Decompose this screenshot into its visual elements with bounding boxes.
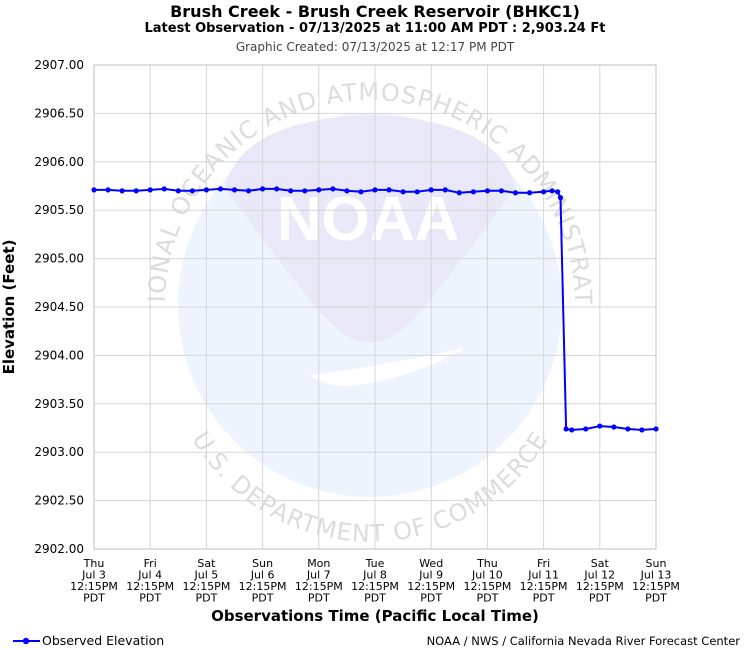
x-tick-label: Sat Jul 5 12:15PM PDT	[182, 557, 230, 605]
grid	[93, 64, 657, 550]
data-point	[147, 187, 153, 193]
x-tick-label: Fri Jul 4 12:15PM PDT	[126, 557, 174, 605]
credit-text: NOAA / NWS / California Nevada River For…	[426, 634, 740, 648]
data-point	[189, 188, 195, 194]
x-tick-label: Wed Jul 9 12:15PM PDT	[407, 557, 455, 605]
data-point	[400, 189, 406, 195]
y-tick-label: 2905.00	[34, 252, 84, 266]
y-tick-label: 2902.50	[34, 494, 84, 508]
data-point	[344, 188, 350, 194]
data-point	[555, 189, 561, 195]
noaa-watermark: NOAA NATIONAL OCEANIC AND ATMOSPHERIC AD…	[0, 0, 596, 548]
x-tick-label: Thu Jul 3 12:15PM PDT	[70, 557, 118, 605]
data-point	[653, 426, 659, 432]
data-point	[498, 188, 505, 194]
data-point	[549, 188, 555, 194]
x-tick-label: Thu Jul 10 12:15PM PDT	[463, 557, 511, 605]
y-axis: 2907.00 2906.50 2906.00 2905.50 2905.00 2904.…	[34, 58, 84, 556]
data-point	[231, 187, 238, 193]
latest-observation: Latest Observation - 07/13/2025 at 11:00…	[144, 21, 606, 36]
data-point	[274, 186, 280, 192]
data-point	[597, 423, 603, 429]
data-point	[358, 189, 364, 195]
x-axis-title: Observations Time (Pacific Local Time)	[211, 607, 539, 625]
data-point	[175, 188, 181, 194]
x-tick-label: Sun Jul 13 12:15PM PDT	[632, 557, 680, 605]
data-point	[470, 189, 476, 195]
data-point	[161, 186, 167, 192]
x-tick-label: Sat Jul 12 12:15PM PDT	[576, 557, 624, 605]
y-tick-label: 2904.50	[34, 300, 84, 314]
chart-title: Brush Creek - Brush Creek Reservoir (BHK…	[170, 2, 580, 21]
data-point	[386, 187, 392, 193]
data-point	[217, 186, 224, 192]
y-tick-label: 2903.50	[34, 397, 84, 411]
data-point	[203, 187, 209, 193]
data-point	[330, 186, 336, 192]
y-tick-label: 2904.00	[34, 348, 84, 362]
data-point	[133, 188, 139, 194]
data-point	[526, 190, 533, 196]
data-point	[639, 427, 645, 433]
x-tick-label: Sun Jul 6 12:15PM PDT	[239, 557, 287, 605]
data-point	[119, 188, 125, 194]
x-tick-label: Fri Jul 11 12:15PM PDT	[520, 557, 568, 605]
data-point	[484, 188, 490, 194]
y-tick-label: 2907.00	[34, 58, 84, 72]
x-tick-label: Tue Jul 8 12:15PM PDT	[351, 557, 399, 605]
data-point	[512, 190, 519, 196]
data-point	[302, 188, 308, 194]
data-point	[428, 187, 434, 193]
y-tick-label: 2902.00	[34, 542, 84, 556]
data-point	[245, 188, 252, 194]
data-point	[288, 188, 294, 194]
data-point	[569, 427, 575, 433]
data-point	[91, 187, 97, 193]
series-observed-elevation	[91, 186, 659, 433]
x-tick-label: Mon Jul 7 12:15PM PDT	[295, 557, 343, 605]
graphic-created: Graphic Created: 07/13/2025 at 12:17 PM …	[235, 40, 515, 54]
data-point	[414, 189, 420, 195]
legend-label: Observed Elevation	[42, 633, 165, 648]
data-point	[563, 426, 569, 432]
data-point	[372, 187, 378, 193]
y-tick-label: 2903.00	[34, 445, 84, 459]
y-axis-title: Elevation (Feet)	[0, 240, 18, 375]
data-point	[456, 190, 462, 196]
data-point	[611, 424, 617, 430]
legend: Observed Elevation	[12, 633, 164, 648]
data-point	[442, 187, 448, 193]
data-point	[625, 426, 631, 432]
data-point	[583, 426, 589, 432]
y-tick-label: 2906.00	[34, 155, 84, 169]
y-tick-label: 2906.50	[34, 106, 84, 120]
noaa-logo-text: NOAA	[277, 185, 460, 254]
legend-line-icon	[13, 637, 40, 644]
y-tick-label: 2905.50	[34, 203, 84, 217]
data-point	[316, 187, 322, 193]
data-point	[260, 186, 266, 192]
plot-frame	[93, 64, 657, 550]
data-point	[541, 189, 547, 195]
data-point	[105, 187, 111, 193]
data-point	[557, 195, 564, 201]
